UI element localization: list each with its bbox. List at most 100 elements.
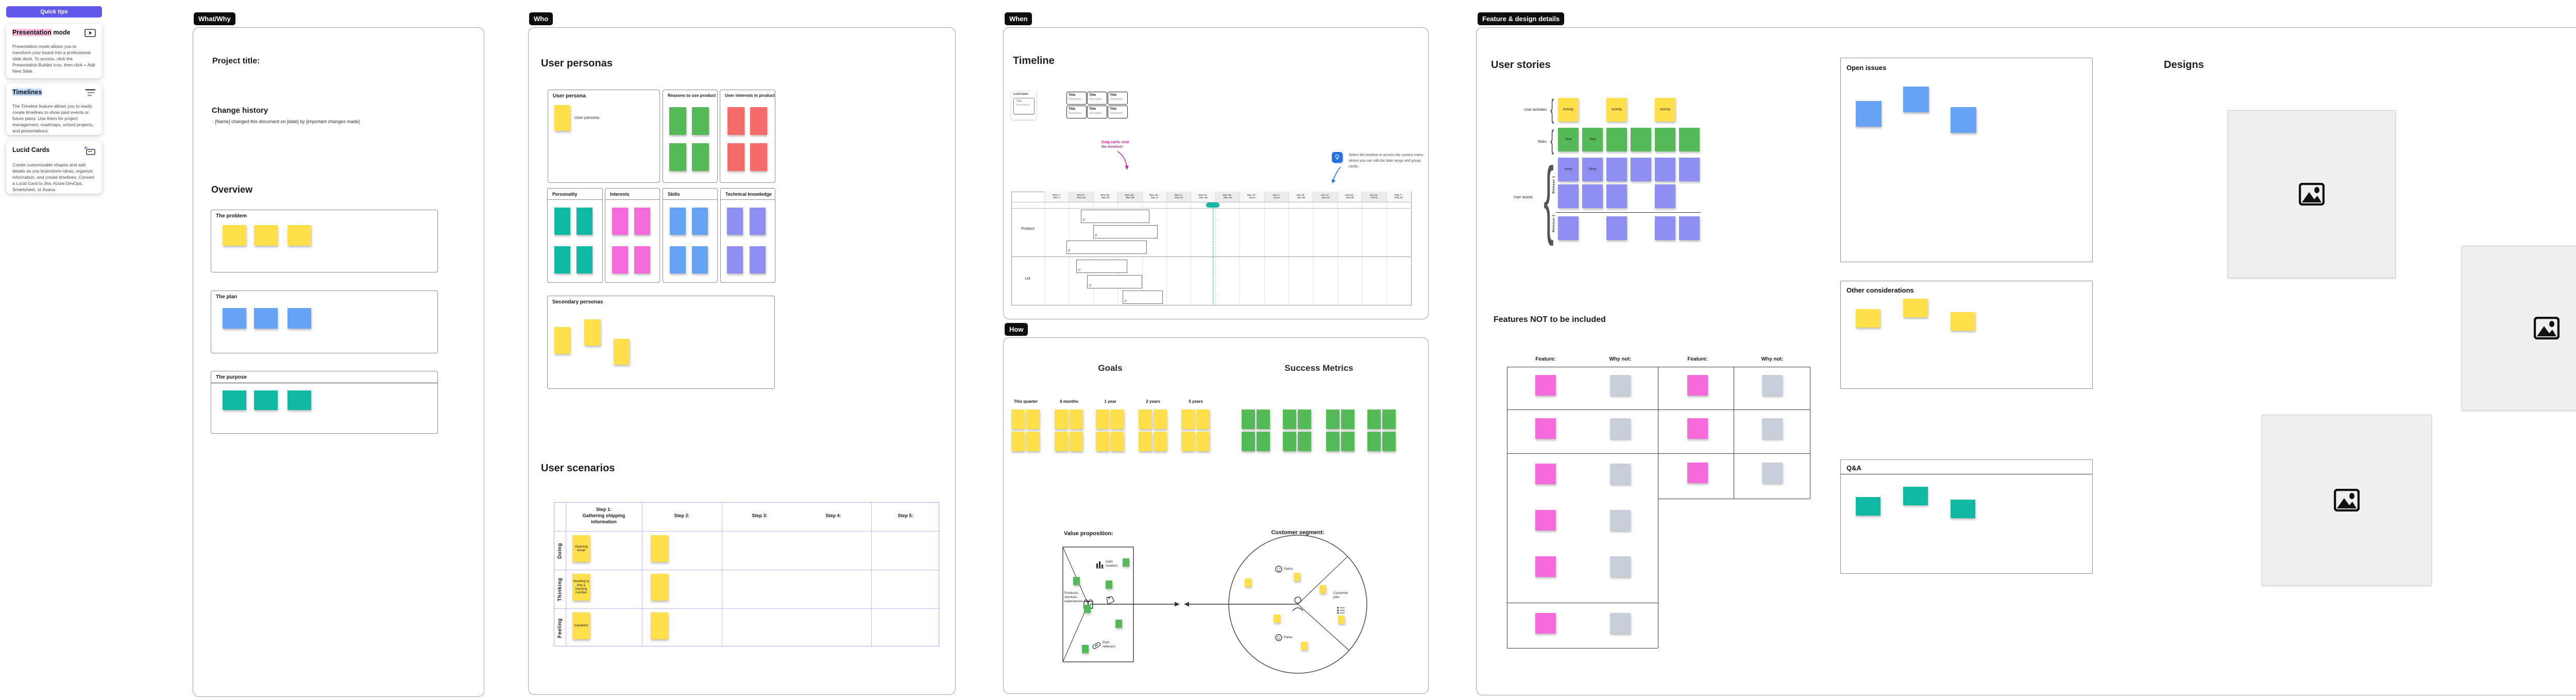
sticky-note[interactable] bbox=[554, 208, 570, 235]
sticky-note[interactable] bbox=[1582, 184, 1603, 208]
persona-sticky-caption[interactable]: User persona bbox=[574, 115, 600, 120]
sticky-note[interactable] bbox=[1679, 158, 1700, 181]
sticky-note[interactable] bbox=[612, 208, 628, 235]
sticky-note[interactable] bbox=[1154, 409, 1167, 429]
sticky-note[interactable] bbox=[1283, 432, 1296, 451]
sticky-note[interactable] bbox=[1298, 409, 1311, 429]
user-stories-heading[interactable]: User stories bbox=[1491, 59, 1551, 71]
sticky-note[interactable] bbox=[651, 535, 668, 562]
gantt-bar-product[interactable]: P bbox=[1081, 210, 1149, 223]
overview-card-plan[interactable]: The plan bbox=[211, 291, 438, 353]
gantt-bar-product[interactable]: P bbox=[1093, 225, 1158, 238]
sticky-note[interactable] bbox=[1070, 432, 1083, 451]
sticky-note[interactable] bbox=[1535, 464, 1556, 484]
sticky-note[interactable]: Activity bbox=[1606, 98, 1627, 122]
sticky-note[interactable] bbox=[287, 308, 311, 329]
sticky-note[interactable] bbox=[1011, 432, 1025, 451]
gantt-bar-ux[interactable]: U bbox=[1122, 291, 1163, 304]
sticky-note[interactable] bbox=[1181, 409, 1195, 429]
sticky-note[interactable] bbox=[1762, 375, 1783, 396]
sticky-note[interactable] bbox=[1951, 107, 1976, 133]
other-considerations-panel[interactable] bbox=[1840, 281, 2093, 389]
sticky-note[interactable] bbox=[1111, 432, 1124, 451]
secondary-personas-card[interactable]: Secondary personas bbox=[547, 296, 775, 389]
sticky-note[interactable] bbox=[1606, 158, 1627, 181]
sticky-note[interactable] bbox=[1196, 432, 1210, 451]
sticky-note[interactable] bbox=[1687, 375, 1708, 396]
design-image-placeholder[interactable] bbox=[2262, 415, 2432, 586]
sticky-note[interactable] bbox=[1055, 409, 1068, 429]
sticky-note[interactable] bbox=[651, 612, 668, 639]
sticky-note[interactable] bbox=[1082, 645, 1089, 653]
sticky-note[interactable]: Story bbox=[1582, 158, 1603, 181]
user-personas-heading[interactable]: User personas bbox=[541, 58, 613, 69]
sticky-note[interactable] bbox=[750, 246, 766, 274]
sticky-note[interactable] bbox=[1655, 216, 1675, 240]
section-tag-who[interactable]: Who bbox=[529, 12, 553, 25]
sticky-note[interactable] bbox=[554, 327, 570, 354]
change-history-heading[interactable]: Change history bbox=[212, 106, 268, 115]
timeline-heading[interactable]: Timeline bbox=[1013, 55, 1055, 66]
sticky-note[interactable] bbox=[1026, 409, 1040, 429]
sticky-note[interactable] bbox=[692, 107, 709, 135]
sticky-note[interactable] bbox=[1338, 616, 1345, 624]
sticky-note[interactable] bbox=[1610, 510, 1631, 531]
sticky-note[interactable] bbox=[634, 246, 650, 274]
goals-heading[interactable]: Goals bbox=[1098, 363, 1123, 373]
sticky-note[interactable] bbox=[692, 143, 709, 171]
timeline-card[interactable]: Title Description bbox=[1108, 106, 1128, 118]
quick-tips-button[interactable]: Quick tips bbox=[6, 6, 102, 18]
sticky-note[interactable]: Needing to find a tracking number bbox=[572, 574, 590, 601]
sticky-note[interactable] bbox=[1367, 432, 1381, 451]
sticky-note[interactable] bbox=[1687, 463, 1708, 483]
sticky-note[interactable] bbox=[1382, 432, 1396, 451]
sticky-note[interactable] bbox=[1070, 409, 1083, 429]
sticky-note[interactable] bbox=[1679, 216, 1700, 240]
sticky-note[interactable] bbox=[1606, 216, 1627, 240]
sticky-note[interactable] bbox=[1655, 184, 1675, 208]
sticky-note[interactable] bbox=[1106, 581, 1112, 589]
sticky-note[interactable] bbox=[727, 107, 744, 135]
project-title[interactable]: Project title: bbox=[212, 57, 260, 65]
sticky-note[interactable] bbox=[1606, 128, 1627, 151]
user-scenarios-heading[interactable]: User scenarios bbox=[541, 463, 615, 474]
sticky-note[interactable] bbox=[1610, 464, 1631, 484]
sticky-note[interactable] bbox=[1535, 375, 1556, 396]
timeline-card[interactable]: Title Description bbox=[1108, 92, 1128, 105]
sticky-note[interactable] bbox=[1154, 432, 1167, 451]
sticky-note[interactable] bbox=[1111, 409, 1124, 429]
sticky-note[interactable] bbox=[1903, 299, 1928, 317]
sticky-note[interactable] bbox=[1762, 418, 1783, 439]
sticky-note[interactable] bbox=[1242, 432, 1255, 451]
sticky-note[interactable] bbox=[223, 308, 246, 329]
sticky-note[interactable] bbox=[750, 143, 767, 171]
timeline-bars-icon[interactable] bbox=[84, 89, 96, 99]
sticky-note[interactable]: Story bbox=[1558, 158, 1579, 181]
sticky-note[interactable] bbox=[577, 208, 592, 235]
sticky-note[interactable] bbox=[1535, 613, 1556, 634]
sticky-note[interactable] bbox=[1655, 128, 1675, 151]
sticky-note[interactable] bbox=[1655, 158, 1675, 181]
timeline-card[interactable]: Title Description bbox=[1066, 106, 1087, 118]
sticky-note[interactable] bbox=[223, 225, 246, 246]
sticky-note[interactable] bbox=[1535, 510, 1556, 531]
sticky-note[interactable] bbox=[1242, 409, 1255, 429]
sticky-note[interactable] bbox=[1679, 128, 1700, 151]
overview-heading[interactable]: Overview bbox=[211, 184, 253, 195]
sticky-note[interactable] bbox=[1367, 409, 1381, 429]
sticky-note[interactable] bbox=[254, 308, 278, 329]
sticky-note[interactable] bbox=[1382, 409, 1396, 429]
sticky-note[interactable] bbox=[750, 208, 766, 235]
sticky-note[interactable] bbox=[692, 246, 708, 274]
section-tag-how[interactable]: How bbox=[1005, 323, 1028, 336]
sticky-note[interactable] bbox=[287, 390, 311, 410]
sticky-note[interactable]: Task bbox=[1582, 128, 1603, 151]
sticky-note[interactable] bbox=[1123, 558, 1129, 567]
sticky-note[interactable] bbox=[1257, 432, 1270, 451]
sticky-note[interactable] bbox=[692, 208, 708, 235]
sticky-note[interactable] bbox=[612, 246, 628, 274]
sticky-note[interactable] bbox=[577, 246, 592, 274]
sticky-note[interactable] bbox=[727, 208, 743, 235]
sticky-note[interactable] bbox=[254, 390, 278, 410]
sticky-note[interactable] bbox=[1055, 432, 1068, 451]
